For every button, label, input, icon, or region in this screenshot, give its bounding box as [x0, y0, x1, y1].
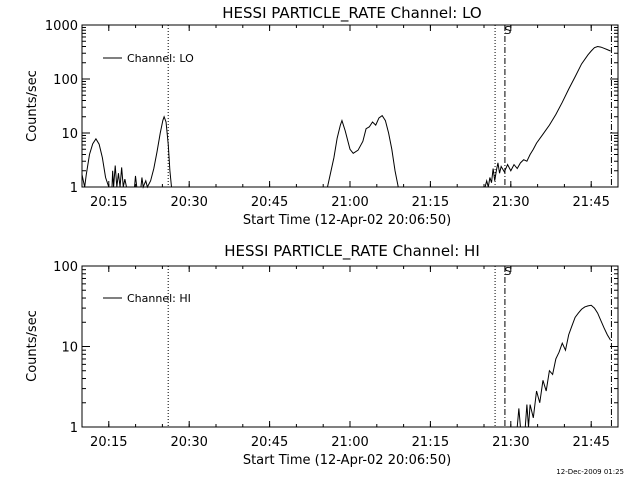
x-tick-label: 21:45 — [572, 195, 609, 210]
x-tick-label: 21:45 — [572, 435, 609, 450]
x-tick-label: 21:30 — [492, 435, 529, 450]
lo-time-markers: S — [167, 24, 612, 187]
hi-legend: Channel: HI — [103, 292, 191, 305]
lo-channel-panel: HESSI PARTICLE_RATE Channel: LO Counts/s… — [25, 4, 619, 228]
hi-x-axis-label: Start Time (12-Apr-02 20:06:50) — [243, 453, 451, 468]
lo-panel-title: HESSI PARTICLE_RATE Channel: LO — [222, 4, 481, 23]
hi-panel-title: HESSI PARTICLE_RATE Channel: HI — [224, 242, 480, 261]
lo-series-group — [81, 45, 611, 189]
hi-plot-frame — [81, 265, 619, 428]
hi-x-ticks: 20:15 20:30 20:45 21:00 21:15 21:30 21:45 — [90, 266, 610, 450]
hi-legend-label: Channel: HI — [127, 292, 191, 305]
lo-plot-frame — [81, 24, 619, 188]
lo-x-axis-label: Start Time (12-Apr-02 20:06:50) — [243, 213, 451, 228]
generation-timestamp: 12-Dec-2009 01:25 — [556, 468, 624, 476]
y-tick-label: 100 — [53, 260, 78, 275]
x-tick-label: 21:15 — [412, 195, 449, 210]
x-tick-label: 21:00 — [331, 435, 368, 450]
hi-y-ticks: 1 10 100 — [53, 260, 618, 436]
hi-time-markers: S — [167, 265, 612, 427]
y-tick-label: 10 — [61, 127, 78, 142]
lo-legend: Channel: LO — [103, 52, 194, 65]
x-tick-label: 20:30 — [170, 195, 207, 210]
y-tick-label: 1000 — [45, 19, 78, 34]
saa-annotation: S — [504, 24, 511, 37]
lo-y-ticks: 1 10 100 1000 — [45, 19, 618, 196]
series-line — [516, 304, 611, 428]
y-tick-label: 1 — [70, 181, 78, 196]
x-tick-label: 20:15 — [90, 435, 127, 450]
y-tick-label: 1 — [70, 421, 78, 436]
x-tick-label: 20:15 — [90, 195, 127, 210]
hi-channel-panel: HESSI PARTICLE_RATE Channel: HI Counts/s… — [25, 242, 619, 468]
lo-y-axis-label: Counts/sec — [25, 70, 40, 142]
hi-y-axis-label: Counts/sec — [25, 310, 40, 382]
x-tick-label: 20:30 — [170, 435, 207, 450]
x-tick-label: 21:30 — [492, 195, 529, 210]
lo-x-ticks: 20:15 20:30 20:45 21:00 21:15 21:30 21:45 — [90, 25, 610, 210]
x-tick-label: 21:00 — [331, 195, 368, 210]
saa-annotation: S — [504, 265, 511, 278]
y-tick-label: 100 — [53, 73, 78, 88]
lo-legend-label: Channel: LO — [127, 52, 194, 65]
series-line — [81, 45, 611, 189]
y-tick-label: 10 — [61, 341, 78, 356]
x-tick-label: 21:15 — [412, 435, 449, 450]
x-tick-label: 20:45 — [251, 435, 288, 450]
hi-series-group — [516, 304, 611, 428]
x-tick-label: 20:45 — [251, 195, 288, 210]
